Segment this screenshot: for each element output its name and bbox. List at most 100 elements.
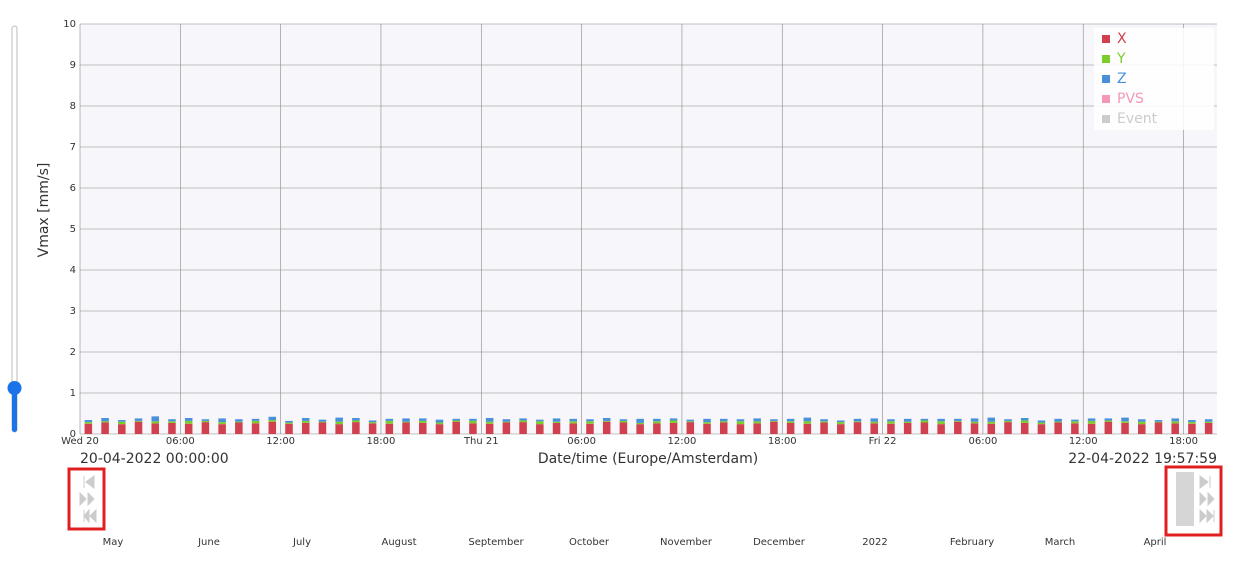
bar-segment: [452, 418, 460, 421]
bar-segment: [920, 420, 929, 423]
legend-label: Y: [1116, 51, 1126, 67]
bar-segment: [469, 418, 477, 421]
navigator-label: June: [197, 537, 220, 548]
bar-segment: [1171, 421, 1179, 424]
bar-segment: [151, 416, 160, 422]
bar-segment: [887, 419, 895, 422]
bar-segment: [352, 420, 360, 423]
bar-segment: [903, 418, 912, 422]
bar-segment: [536, 421, 544, 425]
navigator-left-buttons[interactable]: [67, 467, 106, 531]
bar-segment: [1020, 420, 1029, 423]
bar-segment: [970, 418, 979, 422]
navigator-label: March: [1045, 537, 1075, 548]
bar-segment: [920, 422, 929, 434]
bar-segment: [452, 421, 460, 434]
bar-segment: [318, 419, 327, 422]
y-tick-label: 3: [70, 306, 76, 317]
bar-segment: [268, 416, 277, 421]
bar-segment: [970, 423, 979, 434]
bar-segment: [903, 421, 912, 423]
bar-segment: [1071, 421, 1079, 424]
bar-segment: [519, 422, 527, 434]
bar-segment: [853, 421, 862, 423]
bar-segment: [101, 422, 109, 434]
bar-segment: [786, 422, 795, 434]
bar-segment: [619, 422, 628, 434]
bar-segment: [235, 419, 243, 422]
bar-segment: [653, 418, 661, 422]
bar-segment: [469, 423, 477, 434]
bar-segment: [853, 418, 862, 422]
bar-segment: [970, 421, 979, 424]
y-tick-label: 1: [70, 388, 76, 399]
bar-segment: [686, 421, 695, 423]
bar-segment: [770, 419, 778, 421]
bar-segment: [602, 421, 611, 434]
bar-segment: [870, 421, 878, 424]
bar-segment: [1037, 422, 1046, 425]
slider-knob[interactable]: [7, 381, 22, 395]
bar-segment: [937, 418, 945, 422]
bar-segment: [1188, 422, 1196, 424]
bar-segment: [569, 418, 578, 422]
bar-segment: [184, 418, 193, 421]
navigator-right-buttons[interactable]: [1164, 465, 1223, 537]
bar-segment: [118, 424, 126, 434]
bar-segment: [669, 420, 678, 423]
bar-segment: [168, 419, 176, 422]
bar-segment: [987, 423, 996, 434]
bar-segment: [987, 421, 996, 424]
navigator-label: July: [292, 537, 311, 548]
bar-segment: [1137, 421, 1146, 425]
bar-segment: [134, 420, 143, 422]
y-tick-label: 10: [63, 19, 76, 30]
bar-segment: [736, 421, 745, 425]
zoom-slider[interactable]: [7, 25, 22, 433]
range-start: 20-04-2022 00:00:00: [80, 451, 229, 467]
bar-segment: [235, 422, 243, 434]
bar-segment: [218, 424, 226, 434]
bar-segment: [1154, 420, 1163, 422]
legend-label: X: [1117, 31, 1127, 47]
bar-segment: [352, 422, 360, 434]
bar-segment: [954, 418, 962, 421]
bar-segment: [870, 423, 878, 434]
bar-segment: [1020, 418, 1029, 421]
bar-segment: [820, 421, 828, 423]
bar-segment: [118, 420, 126, 422]
bar-segment: [686, 422, 695, 434]
bar-segment: [101, 421, 109, 423]
legend-label: PVS: [1117, 91, 1144, 107]
bar-segment: [552, 422, 561, 434]
bar-segment: [485, 418, 494, 422]
legend-box: [1094, 28, 1214, 130]
y-axis-label: Vmax [mm/s]: [36, 163, 52, 258]
bar-segment: [435, 419, 444, 423]
bar-segment: [937, 421, 945, 425]
bar-segment: [168, 421, 176, 423]
bar-segment: [619, 419, 628, 421]
bar-segment: [485, 423, 494, 434]
bar-segment: [1171, 418, 1179, 422]
navigator-label: December: [753, 537, 806, 548]
bar-segment: [134, 421, 143, 434]
bar-segment: [1087, 423, 1096, 434]
x-tick-label: Wed 20: [61, 436, 99, 447]
bar-segment: [385, 418, 394, 421]
y-tick-label: 5: [70, 224, 76, 235]
x-tick-label: 12:00: [668, 436, 697, 447]
slider-fill: [12, 388, 17, 432]
bar-segment: [719, 422, 728, 434]
bar-segment: [368, 423, 377, 434]
bar-segment: [1204, 422, 1213, 434]
bar-segment: [1188, 420, 1196, 423]
bar-segment: [653, 423, 661, 434]
bar-segment: [118, 421, 126, 425]
bar-segment: [803, 423, 812, 434]
bar-segment: [719, 418, 728, 422]
bar-segment: [1104, 418, 1113, 421]
x-tick-label: 18:00: [1169, 436, 1198, 447]
bar-segment: [786, 421, 795, 423]
